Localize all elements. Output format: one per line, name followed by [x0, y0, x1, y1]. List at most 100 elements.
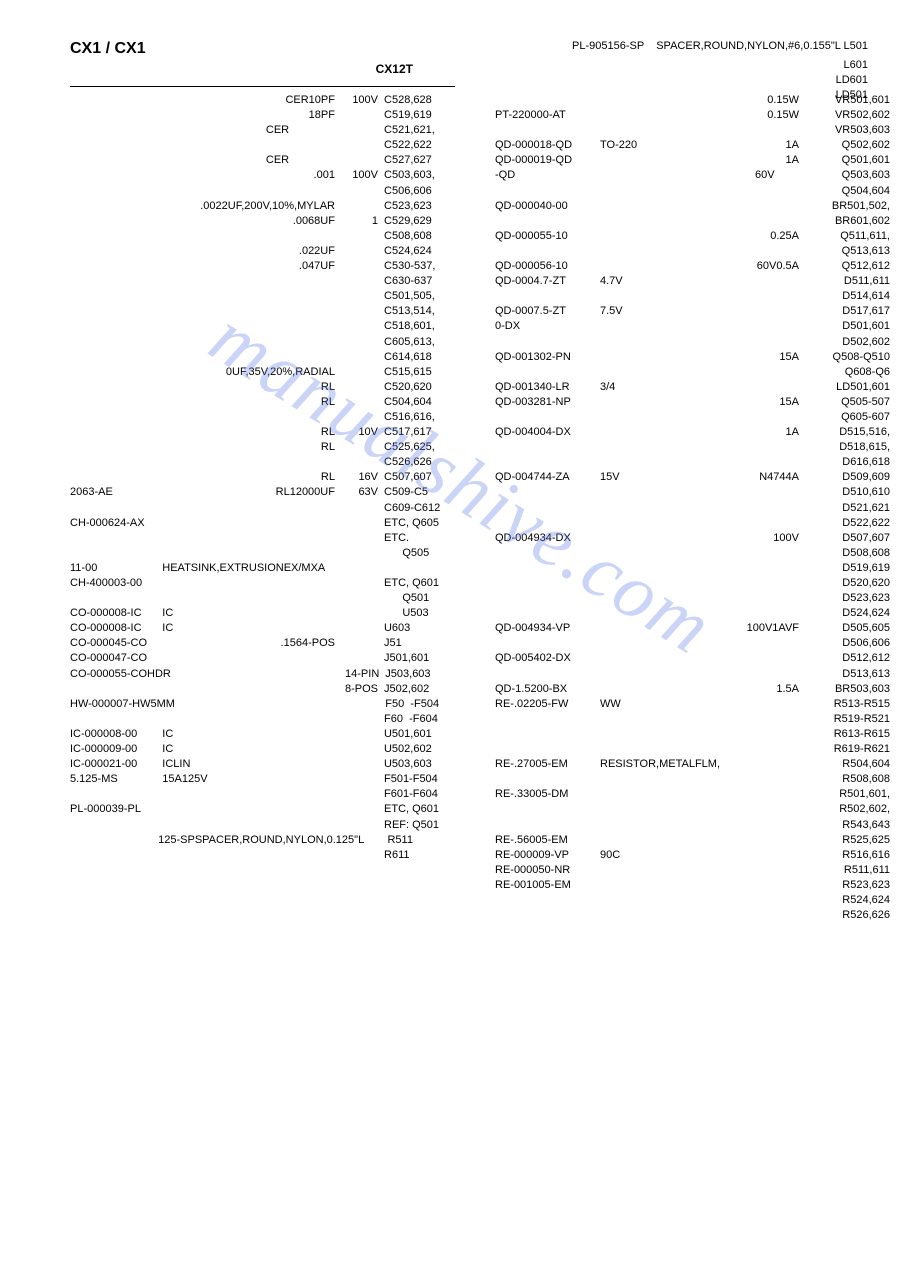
- cell-part: [495, 335, 600, 350]
- cell-ref: R508,608: [805, 772, 890, 787]
- cell-ref: Q513,613: [805, 244, 890, 259]
- cell-part: 0-DX: [495, 319, 600, 334]
- cell-part: [70, 123, 160, 138]
- cell-desc: [600, 833, 740, 848]
- divider: [70, 86, 455, 87]
- table-row: CO-000008-ICIC U503: [70, 606, 460, 621]
- cell-ref: C523,623: [384, 199, 460, 214]
- extra-right-block: L601LD601LD501: [836, 58, 868, 103]
- cell-desc: [600, 168, 740, 183]
- cell-desc: [600, 289, 740, 304]
- table-row: 5.125-MS15A125VF501-F504: [70, 772, 460, 787]
- table-row: D523,623: [495, 591, 890, 606]
- cell-desc: [160, 787, 341, 802]
- cell-spec: [341, 772, 384, 787]
- cell-spec: 100V1AVF: [740, 621, 805, 636]
- cell-desc: [600, 365, 740, 380]
- cell-ref: C503,603,: [384, 168, 460, 183]
- cell-part: [70, 682, 160, 697]
- cell-part: RE-.33005-DM: [495, 787, 600, 802]
- cell-ref: C509-C5: [384, 485, 460, 500]
- cell-desc: [160, 802, 341, 817]
- cell-spec: [341, 621, 384, 636]
- table-row: CH-400003-00ETC, Q601: [70, 576, 460, 591]
- cell-desc: RL: [160, 395, 341, 410]
- cell-ref: R526,626: [805, 908, 890, 923]
- cell-desc: [160, 138, 341, 153]
- cell-part: QD-0004.7-ZT: [495, 274, 600, 289]
- cell-desc: [600, 485, 740, 500]
- cell-spec: [341, 229, 384, 244]
- cell-ref: R511,611: [805, 863, 890, 878]
- cell-desc: 15V: [600, 470, 740, 485]
- cell-ref: U503,603: [384, 757, 460, 772]
- cell-desc: .0068UF: [160, 214, 341, 229]
- cell-desc: 0UF,35V,20%,RADIAL: [160, 365, 341, 380]
- table-row: C518,601,: [70, 319, 460, 334]
- table-row: IC-000008-00ICU501,601: [70, 727, 460, 742]
- cell-spec: [740, 757, 805, 772]
- table-row: IC-000021-00ICLINU503,603: [70, 757, 460, 772]
- cell-spec: 10V: [341, 425, 384, 440]
- cell-spec: [740, 697, 805, 712]
- cell-spec: [740, 576, 805, 591]
- cell-desc: [165, 667, 343, 682]
- cell-desc: [600, 727, 740, 742]
- table-row: D520,620: [495, 576, 890, 591]
- cell-ref: R525,625: [805, 833, 890, 848]
- cell-desc: ICLIN: [160, 757, 341, 772]
- cell-desc: [165, 697, 343, 712]
- cell-spec: [740, 184, 805, 199]
- table-row: RE-000009-VP90CR516,616: [495, 848, 890, 863]
- cell-ref: D512,612: [805, 651, 890, 666]
- cell-ref: F601-F604: [384, 787, 460, 802]
- table-row: QD-0007.5-ZT7.5VD517,617: [495, 304, 890, 319]
- cell-ref: C527,627: [384, 153, 460, 168]
- cell-spec: [740, 667, 805, 682]
- table-row: RE-.56005-EMR525,625: [495, 833, 890, 848]
- cell-spec: [740, 335, 805, 350]
- cell-desc: .001: [160, 168, 341, 183]
- cell-ref: D511,611: [805, 274, 890, 289]
- cell-desc: .0022UF,200V,10%,MYLAR: [160, 199, 341, 214]
- cell-desc: 90C: [600, 848, 740, 863]
- cell-spec: [341, 531, 384, 546]
- cell-desc: [600, 501, 740, 516]
- cell-desc: [600, 621, 740, 636]
- cell-part: [70, 380, 160, 395]
- table-row: IC-000009-00ICU502,602: [70, 742, 460, 757]
- cell-ref: LD501,601: [805, 380, 890, 395]
- cell-ref: D502,602: [805, 335, 890, 350]
- cell-desc: HEATSINK,EXTRUSIONEX/MXA: [160, 561, 341, 576]
- page-title: CX1 / CX1: [70, 40, 146, 58]
- cell-ref: R516,616: [805, 848, 890, 863]
- cell-ref: C630-637: [384, 274, 460, 289]
- table-row: D522,622: [495, 516, 890, 531]
- cell-desc: RL: [160, 440, 341, 455]
- cell-part: [70, 138, 160, 153]
- cell-desc: [600, 772, 740, 787]
- cell-ref: R613-R615: [805, 727, 890, 742]
- cell-spec: [740, 591, 805, 606]
- table-row: C516,616,: [70, 410, 460, 425]
- table-row: QD-001340-LR3/4LD501,601: [495, 380, 890, 395]
- cell-part: [495, 772, 600, 787]
- table-row: RE-.02205-FWWWR513-R515: [495, 697, 890, 712]
- table-row: 125-SPSPACER,ROUND,NYLON,0.125"LR511: [70, 833, 460, 848]
- cell-spec: 15A: [740, 350, 805, 365]
- cell-ref: C513,514,: [384, 304, 460, 319]
- left-column: CER10PF100VC528,62818PFC519,619CER C521,…: [70, 93, 460, 923]
- table-row: ETC.: [70, 531, 460, 546]
- table-row: QD-000040-00BR501,502,: [495, 199, 890, 214]
- cell-part: [495, 214, 600, 229]
- cell-desc: [600, 878, 740, 893]
- cell-part: QD-001340-LR: [495, 380, 600, 395]
- cell-ref: D517,617: [805, 304, 890, 319]
- cell-part: [70, 848, 160, 863]
- table-row: .047UFC530-537,: [70, 259, 460, 274]
- cell-spec: [740, 636, 805, 651]
- cell-spec: [341, 123, 384, 138]
- cell-spec: [740, 440, 805, 455]
- cell-ref: Q608-Q6: [805, 365, 890, 380]
- cell-ref: D520,620: [805, 576, 890, 591]
